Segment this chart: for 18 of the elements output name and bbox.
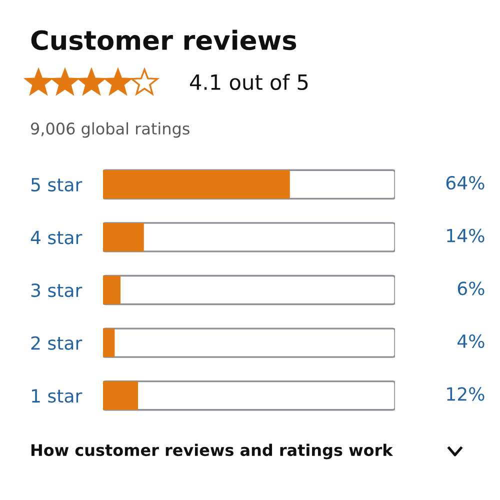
y-tick-label: 3 star: [31, 283, 82, 298]
y-tick-label: 2 star: [31, 336, 82, 350]
data-label: 6%: [458, 282, 484, 296]
data-label: 64%: [446, 176, 484, 190]
y-tick-label: 5 star: [31, 178, 82, 192]
y-tick-label: 4 star: [30, 230, 82, 244]
bar: [103, 276, 121, 304]
bar: [103, 222, 144, 252]
data-label: 12%: [447, 387, 484, 401]
chart-subtitle: 4.1 out of 5: [190, 74, 308, 90]
data-label: 14%: [447, 228, 484, 242]
chart-title: Customer reviews: [31, 30, 296, 50]
data-label: 4%: [458, 334, 484, 348]
bar: [103, 328, 115, 358]
bar: [103, 381, 138, 410]
text: How customer reviews and ratings work: [31, 444, 394, 460]
y-tick-label: 1 star: [32, 389, 82, 403]
text: 9,006 global ratings: [31, 122, 190, 138]
